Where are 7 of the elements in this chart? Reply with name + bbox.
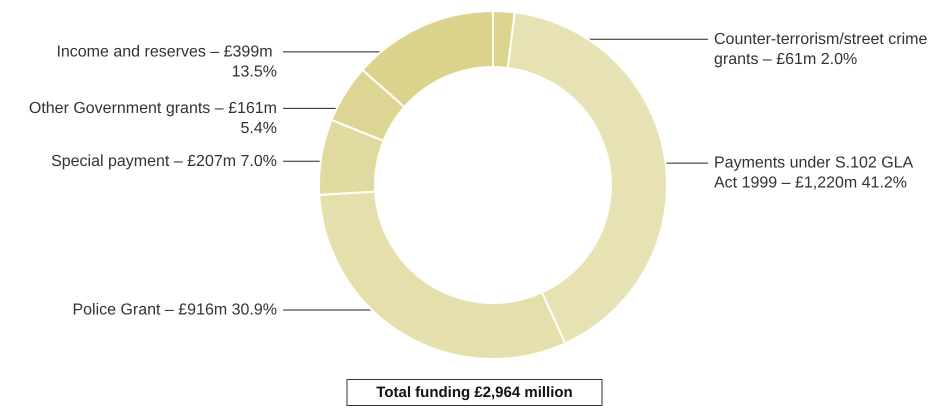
slice-label: Payments under S.102 GLA Act 1999 – £1,220m 41.2% xyxy=(714,154,917,192)
slice-label: Other Government grants – £161m 5.4% xyxy=(28,100,277,137)
slice-label: Income and reserves – £399m 13.5% xyxy=(56,43,277,80)
slice-label: Police Grant – £916m 30.9% xyxy=(72,301,277,318)
slice-label: Special payment – £207m 7.0% xyxy=(51,152,277,170)
slice-label: Counter-terrorism/street crime grants – £61m 2.0% xyxy=(714,30,932,68)
text: Total funding £2,964 million xyxy=(376,384,573,401)
